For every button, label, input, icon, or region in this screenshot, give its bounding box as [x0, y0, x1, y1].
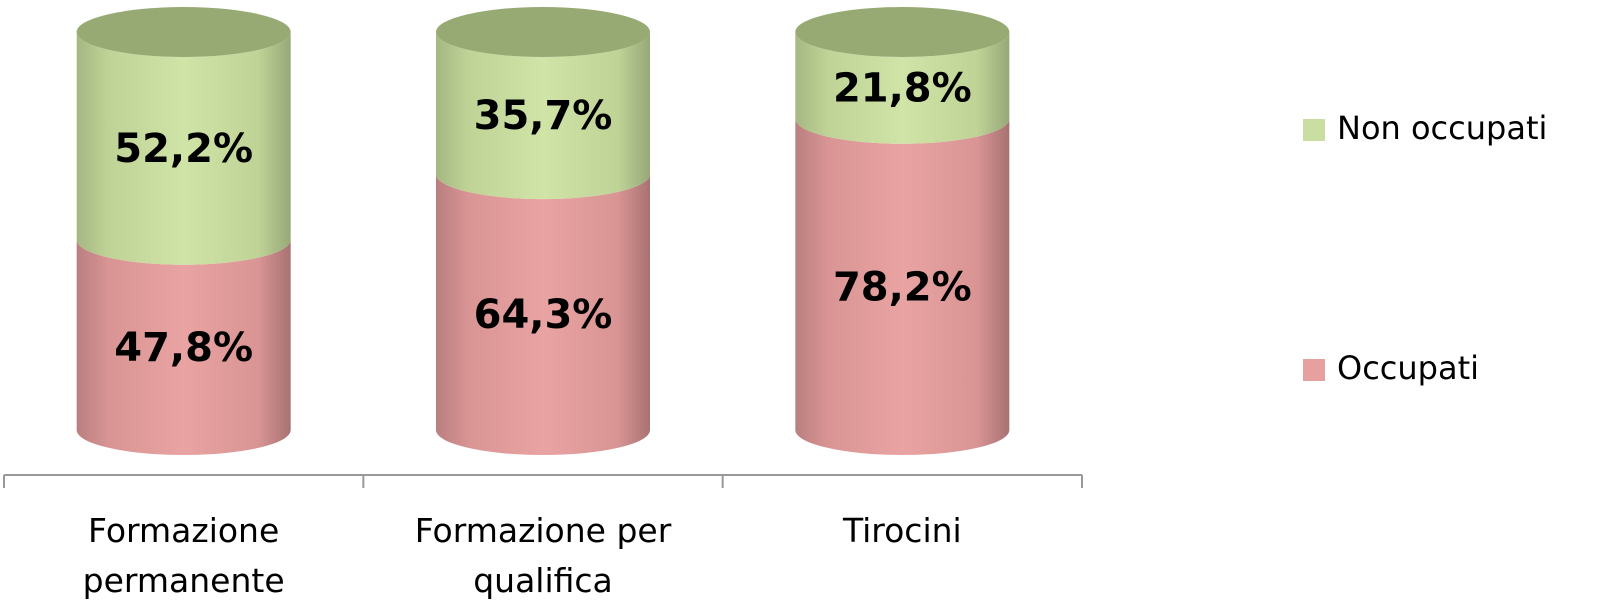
cylinder-top [76, 7, 291, 57]
cylinder-segment [76, 239, 291, 455]
cylinder-segment [76, 32, 291, 265]
legend-label: Occupati [1337, 349, 1479, 387]
cylinder-top [436, 7, 650, 57]
cylinder-segment [436, 32, 650, 200]
data-label: 64,3% [474, 292, 613, 338]
data-label: 52,2% [114, 126, 253, 172]
cylinder-segment [795, 32, 1010, 144]
data-label: 47,8% [114, 325, 253, 371]
data-label: 35,7% [474, 93, 613, 139]
legend-swatch [1303, 359, 1325, 381]
cylinder-segment [795, 118, 1010, 455]
legend-swatch [1303, 119, 1325, 141]
x-tick-label: Tirocini [842, 511, 962, 550]
legend-label: Non occupati [1337, 109, 1547, 147]
cylinder-top [795, 7, 1010, 57]
x-tick-label: Formazione per qualifica [414, 511, 672, 600]
x-tick-label: Formazione permanente [82, 511, 285, 600]
data-label: 21,8% [833, 65, 972, 111]
data-label: 78,2% [833, 264, 972, 310]
cylinder-segment [436, 174, 650, 455]
